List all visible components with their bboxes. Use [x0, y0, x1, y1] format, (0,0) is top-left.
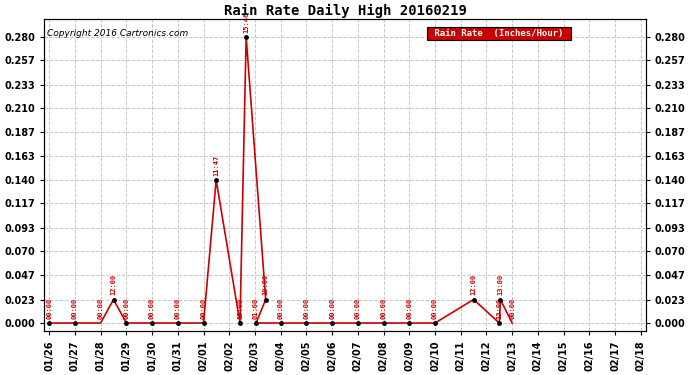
Text: 10:00: 10:00: [237, 298, 243, 319]
Text: 00:00: 00:00: [406, 298, 413, 319]
Title: Rain Rate Daily High 20160219: Rain Rate Daily High 20160219: [224, 4, 466, 18]
Text: 00:00: 00:00: [432, 298, 438, 319]
Text: 00:00: 00:00: [124, 298, 130, 319]
Text: 01:00: 01:00: [253, 298, 259, 319]
Text: Rain Rate  (Inches/Hour): Rain Rate (Inches/Hour): [429, 29, 569, 38]
Text: 00:00: 00:00: [509, 298, 515, 319]
Text: Copyright 2016 Cartronics.com: Copyright 2016 Cartronics.com: [47, 29, 188, 38]
Text: 12:00: 12:00: [471, 274, 477, 296]
Text: 00:00: 00:00: [329, 298, 335, 319]
Text: 00:00: 00:00: [72, 298, 78, 319]
Text: 00:00: 00:00: [46, 298, 52, 319]
Text: 00:00: 00:00: [175, 298, 181, 319]
Text: 00:00: 00:00: [149, 298, 155, 319]
Text: 11:47: 11:47: [213, 154, 219, 176]
Text: 00:00: 00:00: [355, 298, 361, 319]
Text: 00:00: 00:00: [381, 298, 386, 319]
Text: 10:00: 10:00: [263, 274, 268, 296]
Text: 15:46: 15:46: [243, 12, 249, 33]
Text: 12:00: 12:00: [110, 274, 117, 296]
Text: 00:00: 00:00: [98, 298, 104, 319]
Text: 00:00: 00:00: [304, 298, 309, 319]
Text: 00:00: 00:00: [277, 298, 284, 319]
Text: 13:00: 13:00: [497, 274, 504, 296]
Text: 00:00: 00:00: [201, 298, 206, 319]
Text: 12:00: 12:00: [496, 298, 502, 319]
